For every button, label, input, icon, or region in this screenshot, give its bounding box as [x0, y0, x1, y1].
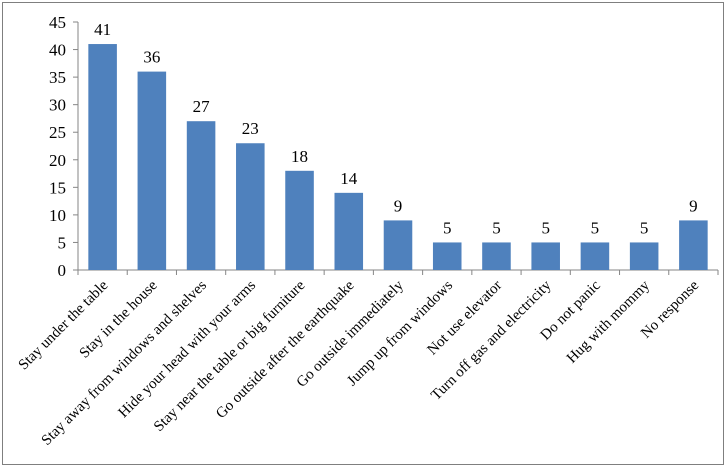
- data-label: 9: [394, 196, 403, 215]
- data-label: 27: [193, 97, 211, 116]
- bar: [679, 220, 708, 270]
- y-tick-label: 30: [49, 96, 66, 115]
- y-tick-label: 25: [49, 123, 66, 142]
- bar: [580, 242, 610, 270]
- y-tick-label: 15: [49, 178, 66, 197]
- data-label: 5: [591, 218, 600, 237]
- data-label: 5: [443, 218, 452, 237]
- category-label: Hug with mommy: [564, 277, 653, 366]
- data-label: 36: [143, 48, 160, 67]
- data-label: 14: [340, 169, 358, 188]
- category-label: Stay under the table: [16, 277, 112, 373]
- bar: [186, 121, 216, 270]
- bar: [285, 170, 314, 270]
- y-tick-label: 5: [58, 233, 67, 252]
- bar: [334, 192, 364, 270]
- data-label: 5: [541, 218, 550, 237]
- data-label: 18: [291, 147, 308, 166]
- data-label: 9: [689, 196, 698, 215]
- y-tick-label: 45: [49, 13, 66, 32]
- data-label: 41: [94, 20, 111, 39]
- y-tick-label: 40: [49, 41, 66, 60]
- bar: [137, 71, 167, 270]
- y-tick-label: 10: [49, 206, 66, 225]
- bar: [432, 242, 462, 270]
- bar: [531, 242, 560, 270]
- y-tick-label: 20: [49, 151, 66, 170]
- data-label: 23: [242, 119, 259, 138]
- bar: [383, 220, 413, 270]
- y-tick-label: 0: [58, 261, 67, 280]
- data-label: 5: [640, 218, 649, 237]
- bar: [88, 44, 117, 270]
- bar: [482, 242, 511, 270]
- y-tick-label: 35: [49, 68, 66, 87]
- bar: [236, 143, 265, 270]
- data-label: 5: [492, 218, 501, 237]
- bar: [629, 242, 659, 270]
